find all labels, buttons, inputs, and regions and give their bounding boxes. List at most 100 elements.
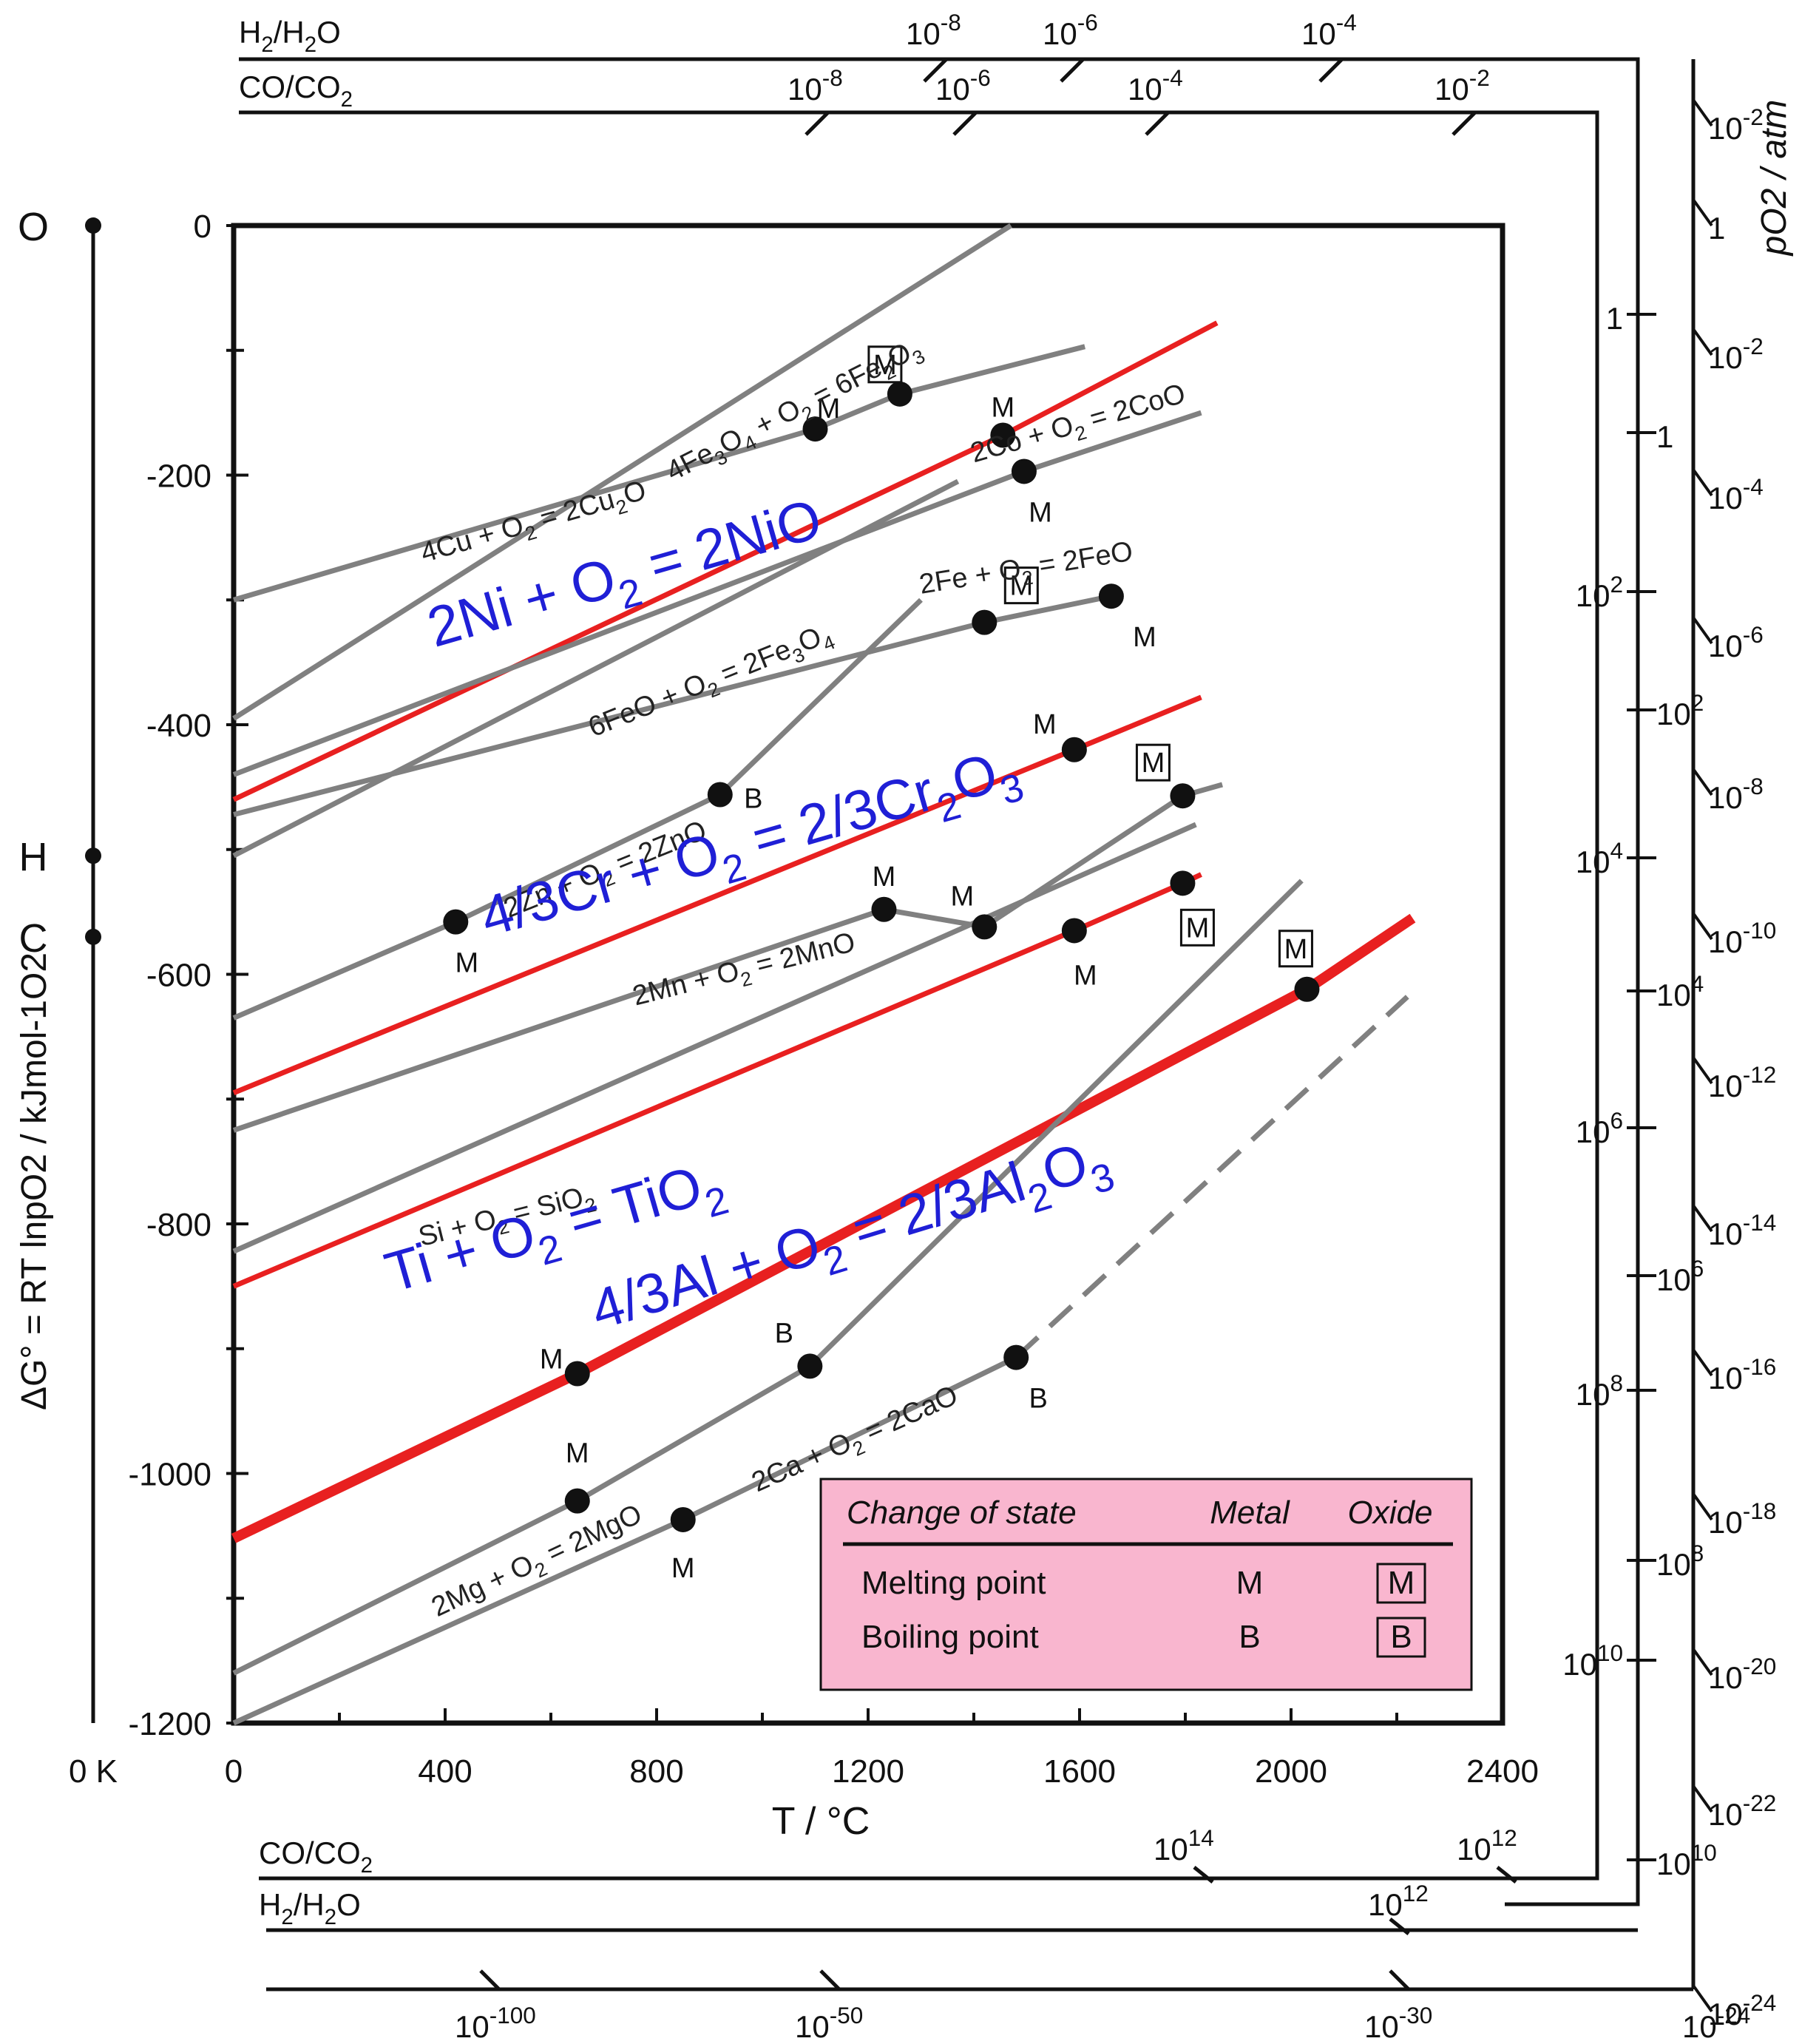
metal-transition-label: M (1074, 960, 1097, 991)
h2-h2o-right-tick: 1010 (1562, 1639, 1623, 1682)
x-tick-label: 0 (225, 1753, 243, 1790)
h2-h2o-right-tick: 106 (1576, 1107, 1623, 1149)
po2-bottom-tick: 10-50 (795, 2002, 863, 2044)
reaction-label-8: 2Mn + O2 = 2MnO (629, 927, 859, 1018)
pivot-point (85, 217, 101, 234)
co-co2-top-tickmark (952, 111, 978, 136)
transition-dot (1294, 976, 1320, 1002)
zero-kelvin-label: 0 K (69, 1753, 118, 1790)
legend-row-metal: M (1236, 1565, 1264, 1601)
po2-tick-label: 10-2 (1708, 104, 1764, 146)
legend-row-label: Boiling point (861, 1619, 1039, 1655)
y-axis-title: ΔG° = RT lnpO2 / kJmol-1O2 (15, 952, 54, 1410)
metal-transition-label: M (817, 393, 841, 424)
pivot-label: H (19, 835, 48, 879)
oxide-transition-label: M (1142, 748, 1165, 779)
legend-header-oxide: Oxide (1348, 1495, 1433, 1531)
co-co2-right-tick: 1 (1656, 419, 1673, 454)
y-tick-label: -1200 (128, 1706, 211, 1742)
reaction-line-4 (232, 478, 960, 859)
h2-h2o-bottom-tick: 1012 (1368, 1880, 1429, 1922)
po2-tickmark (1692, 198, 1713, 227)
metal-transition-label: M (540, 1344, 563, 1375)
transition-dot (1061, 737, 1087, 762)
nomogram-scales: H2/H2O 10-8 10-6 10-4 CO/CO2 10-8 10-6 10-4 10-2… (239, 9, 1794, 2044)
legend-row-metal: B (1239, 1619, 1260, 1655)
oxide-transition-label: M (1009, 571, 1033, 602)
metal-transition-label: M (1029, 497, 1052, 528)
reaction-label-4: 6FeO + O2 = 2Fe3O4 (584, 617, 839, 748)
annotation-3: 4/3Al + O2 = 2/3Al2O3 (583, 1125, 1120, 1353)
transition-dot (1098, 583, 1124, 609)
po2-bottom-tickmark (819, 1969, 841, 1991)
co-co2-top-tick: 10-4 (1128, 64, 1183, 106)
h2-h2o-top-tick: 10-6 (1043, 9, 1098, 51)
pivot-point (85, 928, 101, 945)
transition-dot (1003, 1344, 1029, 1370)
po2-tickmark (1692, 768, 1713, 796)
po2-bottom-tickmark (1389, 1969, 1410, 1991)
h2-h2o-right-tick: 108 (1576, 1370, 1623, 1412)
po2-tickmark (1692, 1348, 1713, 1377)
reaction-line-6 (232, 598, 923, 1021)
co-co2-right-tick: 104 (1656, 970, 1704, 1012)
co-co2-top-tick: 10-6 (935, 64, 991, 106)
oxide-transition-label: M (1284, 934, 1308, 965)
h2-h2o-top-label: H2/H2O (239, 15, 341, 57)
co-co2-bottom-label: CO/CO2 (259, 1835, 373, 1878)
po2-tick-label: 10-24 (1708, 1989, 1776, 2031)
legend-oxide-box (1376, 1617, 1426, 1658)
h2-h2o-right-tick: 102 (1576, 571, 1623, 613)
legend-row-oxide: M (1388, 1565, 1415, 1601)
po2-axis-title: pO2 / atm (1755, 100, 1794, 257)
transition-dot (564, 1361, 590, 1387)
h2-h2o-top-scale-line (239, 57, 1640, 1906)
transition-dot (972, 609, 997, 635)
po2-tick-label: 10-10 (1708, 917, 1776, 959)
co-co2-bottom-tick: 1012 (1457, 1824, 1517, 1867)
po2-tick-label: 10-6 (1708, 621, 1764, 663)
co-co2-right-tick: 106 (1656, 1255, 1704, 1297)
x-tick-label: 1200 (832, 1753, 904, 1790)
po2-tickmark (1692, 328, 1713, 356)
transition-dot (1170, 870, 1196, 896)
transition-dot (990, 422, 1016, 448)
x-tick-label: 400 (418, 1753, 472, 1790)
transition-dot (564, 1488, 590, 1514)
co-co2-right-tick: 102 (1656, 689, 1704, 731)
legend: Change of state Metal Oxide Melting point M M… (819, 1478, 1473, 1691)
reaction-line-11 (231, 913, 1416, 1543)
y-tick-label: -1000 (128, 1457, 211, 1493)
legend-header-metal: Metal (1210, 1495, 1290, 1531)
co-co2-top-label: CO/CO2 (239, 70, 353, 112)
pivot-label: O (18, 205, 49, 249)
reaction-line-7 (232, 694, 1202, 1096)
h2-h2o-top-tick: 10-8 (906, 9, 961, 51)
metal-transition-label: B (1029, 1384, 1048, 1415)
transition-dot (1011, 458, 1037, 484)
metal-transition-label: M (671, 1553, 695, 1584)
oxide-marker-box (1278, 930, 1313, 968)
co-co2-bottom-tickmark (1193, 1866, 1214, 1884)
po2-tickmark (1692, 616, 1713, 645)
h2-h2o-top-tickmark (923, 58, 948, 83)
po2-tick-label: 1 (1708, 211, 1725, 246)
reaction-line-0 (232, 223, 1012, 721)
transition-dot (443, 909, 469, 935)
co-co2-right-tick: 108 (1656, 1540, 1704, 1582)
po2-tickmark (1692, 1984, 1713, 2013)
x-tick-label: 1600 (1043, 1753, 1116, 1790)
y-tick-label: -200 (146, 458, 211, 495)
y-tick-label: -600 (146, 958, 211, 994)
oxide-marker-box (1179, 908, 1215, 947)
po2-tickmark (1692, 98, 1713, 127)
po2-tickmark (1692, 1492, 1713, 1521)
legend-row-label: Melting point (861, 1565, 1046, 1601)
h2-h2o-bottom-tickmark (1389, 1918, 1410, 1935)
h2-h2o-top-tick: 10-4 (1301, 9, 1357, 51)
transition-dot (1170, 783, 1196, 809)
reaction-line-12 (232, 879, 1304, 1676)
po2-bottom-tick: 10-24 (1682, 2002, 1750, 2044)
